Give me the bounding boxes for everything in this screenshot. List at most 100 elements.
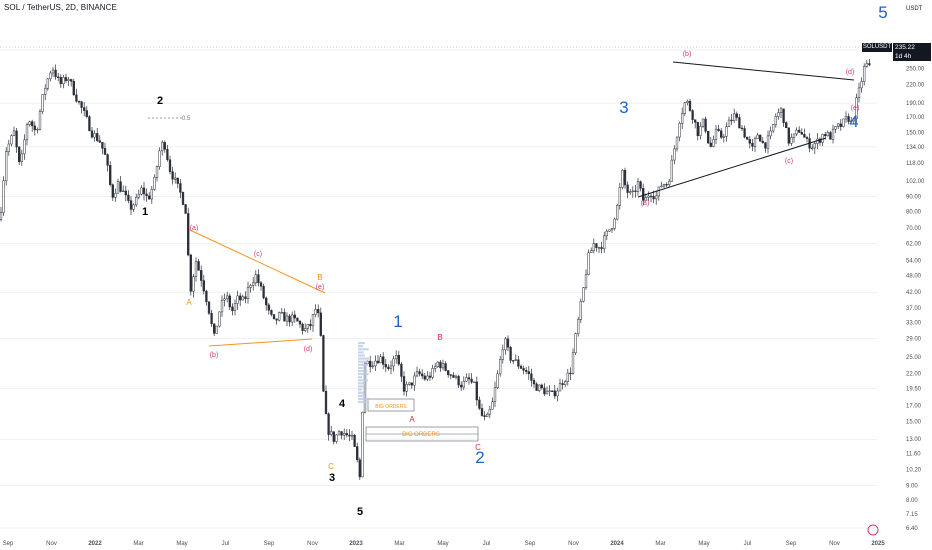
candle-body bbox=[205, 290, 208, 303]
candle-body bbox=[647, 195, 650, 198]
candle-body bbox=[548, 390, 551, 392]
candle-body bbox=[764, 142, 767, 149]
candle-body bbox=[254, 274, 257, 284]
candle-body bbox=[145, 193, 148, 197]
candle-body bbox=[844, 116, 848, 120]
triangle-upper-trendline[interactable] bbox=[189, 229, 326, 294]
candle-body bbox=[12, 130, 16, 137]
candle-body bbox=[470, 378, 473, 383]
candle-body bbox=[774, 116, 777, 125]
candle-body bbox=[597, 247, 601, 249]
candle-body bbox=[332, 431, 335, 442]
candle-body bbox=[252, 282, 255, 286]
candle-body bbox=[436, 361, 439, 367]
triangle-leg-label: (b) bbox=[210, 352, 219, 359]
candle-body bbox=[278, 312, 281, 321]
candle-body bbox=[688, 100, 692, 111]
candle-body bbox=[220, 299, 224, 313]
candle-body bbox=[850, 120, 853, 123]
candle-body bbox=[379, 356, 382, 364]
candle-body bbox=[538, 384, 541, 391]
x-tick-label: Jul bbox=[483, 541, 491, 547]
candle-body bbox=[691, 110, 694, 120]
candle-body bbox=[111, 184, 114, 198]
candle-body bbox=[330, 431, 333, 435]
big-orders-label: BIG ORDERS bbox=[375, 404, 407, 410]
candle-body bbox=[382, 356, 385, 365]
candle-body bbox=[818, 138, 822, 143]
x-tick-label: Mar bbox=[394, 541, 404, 547]
candle-body bbox=[189, 254, 192, 292]
candle-body bbox=[2, 180, 5, 213]
candle-body bbox=[275, 318, 278, 321]
candle-body bbox=[176, 177, 179, 184]
candle-body bbox=[314, 309, 317, 315]
candle-body bbox=[345, 433, 348, 436]
candle-body bbox=[140, 187, 143, 195]
time-axis[interactable]: Sep Nov 2022 Mar May Jul Sep Nov 2023 Mar May Jul Se… bbox=[3, 541, 886, 547]
candle-body bbox=[90, 130, 94, 138]
wave-label: 1 bbox=[393, 312, 402, 331]
candle-body bbox=[712, 139, 715, 147]
candle-body bbox=[109, 165, 112, 185]
y-tick-label: 7.15 bbox=[906, 512, 918, 518]
candle-body bbox=[600, 247, 603, 249]
x-tick-label: May bbox=[698, 541, 709, 547]
candle-body bbox=[792, 133, 796, 138]
triangle-leg-label: (c) bbox=[785, 158, 793, 165]
candle-body bbox=[709, 142, 712, 147]
candle-body bbox=[119, 181, 122, 192]
candle-body bbox=[142, 187, 146, 195]
candle-body bbox=[452, 374, 455, 378]
candle-body bbox=[153, 177, 156, 190]
candle-body bbox=[161, 142, 164, 152]
candle-body bbox=[478, 399, 481, 409]
candle-body bbox=[740, 127, 744, 130]
candle-body bbox=[454, 375, 458, 378]
candle-body bbox=[621, 170, 624, 188]
candle-body bbox=[75, 94, 78, 102]
candle-body bbox=[293, 314, 296, 319]
candle-body bbox=[353, 434, 356, 447]
candle-body bbox=[231, 306, 234, 311]
candle-body bbox=[428, 375, 432, 378]
y-tick-label: 22.00 bbox=[906, 371, 922, 377]
candle-body bbox=[626, 184, 629, 193]
triangle-lower-trendline[interactable] bbox=[208, 338, 313, 347]
y-tick-label: 13.00 bbox=[906, 437, 922, 443]
volume-profile-bar bbox=[358, 373, 369, 376]
volume-profile-bar bbox=[358, 351, 364, 354]
candle-body bbox=[649, 195, 653, 198]
corrective-wave-label: A bbox=[186, 298, 192, 307]
candle-body bbox=[530, 373, 533, 381]
triangle-upper-trendline[interactable] bbox=[672, 61, 855, 81]
candle-body bbox=[15, 130, 18, 148]
candle-body bbox=[590, 250, 593, 253]
candle-body bbox=[236, 295, 239, 304]
candle-body bbox=[714, 128, 718, 140]
candle-body bbox=[829, 132, 832, 140]
candle-body bbox=[272, 314, 276, 320]
candle-body bbox=[449, 374, 452, 376]
triangle-lower-trendline[interactable] bbox=[637, 137, 827, 198]
candle-body bbox=[413, 375, 416, 386]
x-tick-label: Sep bbox=[525, 541, 536, 547]
current-price-tag: 235.22 bbox=[893, 43, 931, 52]
price-axis[interactable]: USDT290.00250.00220.00190.00170.00150.00… bbox=[906, 6, 925, 532]
candle-body bbox=[304, 328, 307, 331]
candle-body bbox=[80, 101, 83, 108]
candle-body bbox=[96, 133, 99, 141]
candle-body bbox=[28, 121, 31, 125]
candle-body bbox=[150, 189, 153, 200]
candle-body bbox=[499, 359, 502, 375]
corrective-wave-label: B bbox=[317, 273, 322, 282]
candle-body bbox=[803, 134, 806, 138]
candle-body bbox=[574, 333, 577, 354]
candle-body bbox=[408, 382, 411, 385]
wave-label: 1 bbox=[142, 206, 148, 218]
big-orders-box[interactable] bbox=[367, 398, 415, 412]
candle-body bbox=[369, 360, 372, 368]
candle-body bbox=[860, 81, 863, 89]
y-tick-label: 15.00 bbox=[906, 419, 922, 425]
